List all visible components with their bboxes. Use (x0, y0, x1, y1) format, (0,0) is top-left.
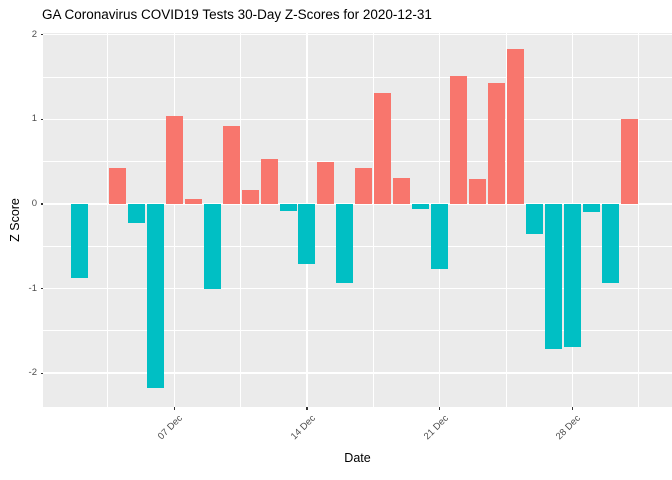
bar-2020-12-31 (620, 119, 638, 204)
bar-2020-12-07 (165, 115, 183, 204)
bar-2020-12-28 (563, 203, 581, 347)
gridline-minor-horizontal (43, 76, 672, 78)
gridline-major-horizontal (43, 203, 672, 205)
y-tick-mark (40, 34, 43, 36)
bar-2020-12-22 (450, 76, 468, 204)
bar-2020-12-12 (260, 159, 278, 204)
y-axis-tick-label: 0 (31, 197, 37, 209)
x-tick-mark (439, 407, 441, 410)
bar-2020-12-09 (203, 203, 221, 289)
x-axis-tick-label: 21 Dec (421, 413, 451, 443)
y-tick-mark (40, 372, 43, 374)
bar-2020-12-19 (393, 177, 411, 204)
bar-2020-12-02 (70, 203, 88, 278)
bar-2020-12-06 (146, 203, 164, 389)
bar-2020-12-18 (374, 93, 392, 204)
x-axis-tick-label: 14 Dec (288, 413, 318, 443)
bar-2020-12-13 (279, 203, 297, 211)
gridline-minor-vertical (372, 33, 374, 407)
bar-2020-12-21 (431, 203, 449, 270)
plot-panel (43, 33, 672, 407)
y-axis-tick-label: -2 (28, 367, 37, 379)
y-axis-tick-label: 2 (31, 28, 37, 40)
gridline-minor-horizontal (43, 161, 672, 162)
y-tick-mark (40, 287, 43, 290)
x-tick-mark (306, 407, 308, 410)
bar-2020-12-30 (601, 203, 619, 283)
bar-2020-12-23 (469, 179, 487, 204)
gridline-minor-vertical (240, 33, 241, 407)
bar-2020-12-04 (108, 168, 126, 204)
gridline-minor-vertical (638, 33, 640, 407)
bar-2020-12-26 (526, 203, 544, 235)
bar-2020-12-10 (222, 126, 240, 204)
gridline-major-horizontal (43, 287, 672, 290)
bar-2020-12-16 (336, 203, 354, 283)
gridline-major-vertical (173, 33, 175, 407)
gridline-minor-vertical (107, 33, 109, 407)
bar-2020-12-11 (241, 190, 259, 204)
bar-2020-12-20 (412, 203, 430, 209)
y-tick-mark (40, 118, 43, 120)
bar-2020-12-14 (298, 203, 316, 264)
bar-2020-12-29 (582, 203, 600, 212)
gridline-major-horizontal (43, 372, 672, 374)
y-axis-tick-label: 1 (31, 113, 37, 125)
y-axis-tick-label: -1 (28, 282, 37, 294)
gridline-minor-horizontal (43, 245, 672, 247)
bar-2020-12-15 (317, 162, 335, 204)
bar-2020-12-08 (184, 198, 202, 204)
bar-2020-12-25 (507, 49, 525, 204)
gridline-major-horizontal (43, 33, 672, 36)
gridline-major-horizontal (43, 118, 672, 120)
y-tick-mark (40, 203, 43, 205)
gridline-minor-horizontal (43, 330, 672, 332)
bar-2020-12-05 (127, 203, 145, 224)
x-axis-tick-label: 28 Dec (554, 413, 584, 443)
bar-2020-12-24 (488, 82, 506, 204)
chart-title: GA Coronavirus COVID19 Tests 30-Day Z-Sc… (42, 7, 432, 22)
x-tick-mark (571, 407, 574, 410)
bar-2020-12-27 (544, 203, 562, 349)
x-axis-tick-label: 07 Dec (155, 413, 186, 443)
gridline-minor-vertical (505, 33, 507, 407)
x-axis-title: Date (344, 451, 371, 465)
x-tick-mark (173, 407, 175, 410)
bar-2020-12-17 (355, 167, 373, 204)
y-axis-title-box: Z Score (4, 33, 26, 407)
